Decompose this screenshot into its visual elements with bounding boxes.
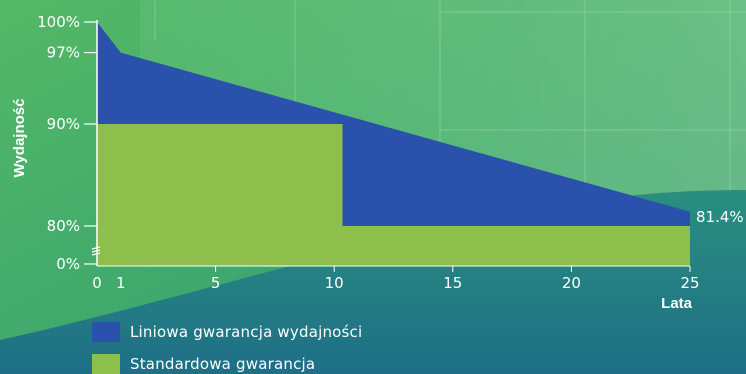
end-value-annotation: 81.4%	[696, 208, 744, 226]
y-tick-label: 80%	[47, 217, 80, 235]
legend-label-standard: Standardowa gwarancja	[130, 355, 316, 373]
legend-item-linear: Liniowa gwarancja wydajności	[92, 322, 362, 342]
x-axis-title: Lata	[661, 295, 693, 312]
x-tick-label: 1	[116, 274, 126, 292]
y-tick-label: 0%	[56, 255, 80, 273]
x-tick-label: 20	[562, 274, 581, 292]
area-standard-warranty	[97, 124, 690, 266]
axis-break-mark	[91, 246, 101, 250]
y-tick-label: 100%	[37, 13, 80, 31]
y-axis-title: Wydajność	[11, 99, 28, 178]
y-tick-label: 90%	[47, 115, 80, 133]
x-tick-label: 15	[443, 274, 462, 292]
legend-swatch-standard	[92, 354, 120, 374]
x-tick-label: 0	[92, 274, 102, 292]
axis-break-mark	[91, 249, 101, 253]
axis-break-mark	[91, 252, 101, 256]
x-tick-label: 10	[325, 274, 344, 292]
y-tick-label: 97%	[47, 44, 80, 62]
x-tick-label: 25	[680, 274, 699, 292]
legend: Liniowa gwarancja wydajności Standardowa…	[92, 322, 362, 374]
legend-swatch-linear	[92, 322, 120, 342]
x-tick-label: 5	[211, 274, 221, 292]
legend-label-linear: Liniowa gwarancja wydajności	[130, 323, 363, 341]
legend-item-standard: Standardowa gwarancja	[92, 354, 362, 374]
